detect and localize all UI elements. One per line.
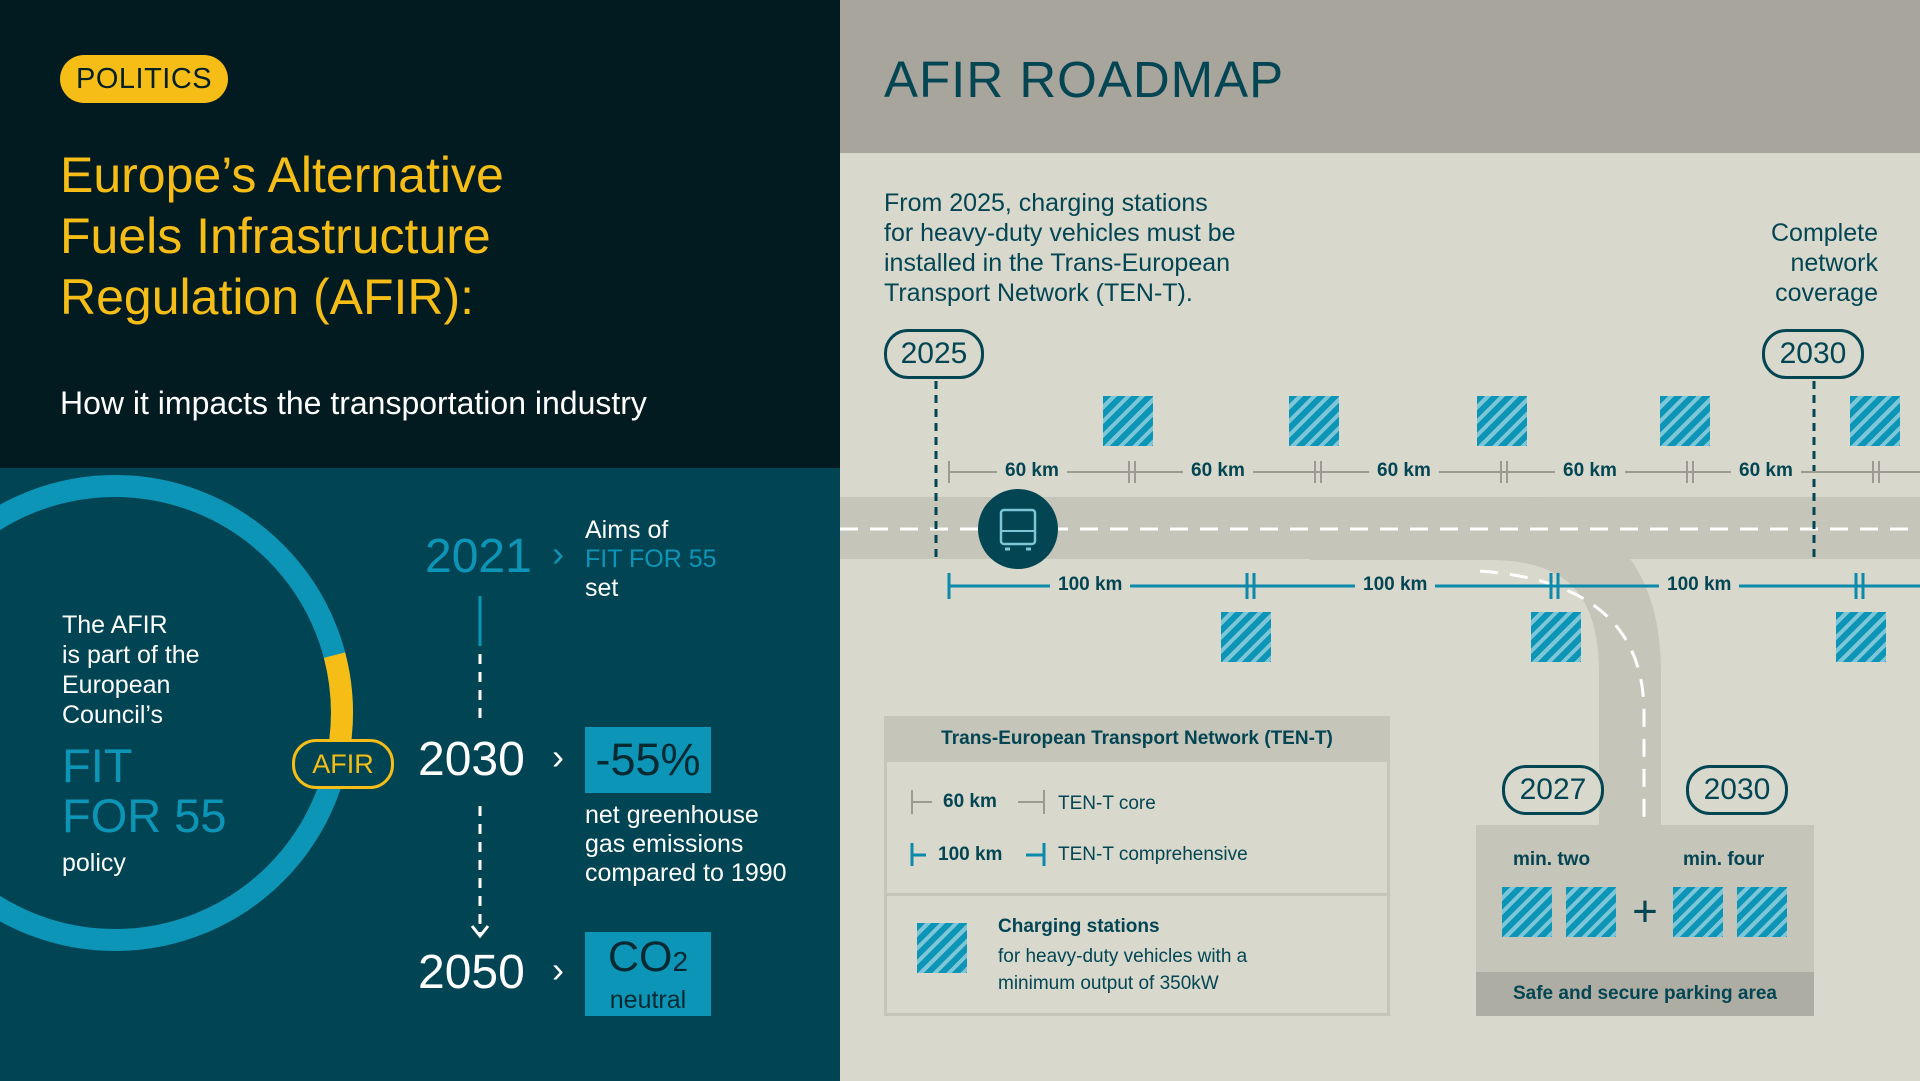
km-60-label: 60 km (997, 460, 1067, 482)
policy-label: policy (62, 849, 126, 877)
category-tag: POLITICS (60, 55, 229, 103)
year-2025-pill: 2025 (884, 329, 984, 379)
legend-comp-label: TEN-T comprehensive (1058, 844, 1248, 865)
page-subtitle: How it impacts the transportation indust… (60, 385, 647, 421)
charging-station (1289, 396, 1339, 446)
fit55-panel: The AFIR is part of the European Council… (0, 468, 840, 1081)
charging-station (1531, 612, 1581, 662)
charging-station (1737, 887, 1787, 937)
year-2027-pill: 2027 (1502, 765, 1604, 815)
charging-station (1660, 396, 1710, 446)
km-60-label: 60 km (1183, 460, 1253, 482)
chevron-right-icon: › (552, 949, 564, 990)
chevron-right-icon: › (552, 736, 564, 777)
reduction-badge: -55% (585, 727, 711, 793)
aims-text: Aims of FIT FOR 55 set (585, 516, 717, 602)
afir-badge: AFIR (292, 739, 394, 789)
km-60-label: 60 km (1731, 460, 1801, 482)
year-2030: 2030 (418, 733, 525, 786)
km-100-label: 100 km (1355, 574, 1436, 596)
charging-station (1673, 887, 1723, 937)
legend-charging-desc: for heavy-duty vehicles with a minimum o… (998, 946, 1248, 994)
km-60-label: 60 km (1369, 460, 1439, 482)
km-100-label: 100 km (1659, 574, 1740, 596)
page-title: Europe’s Alternative Fuels Infrastructur… (60, 147, 504, 325)
legend-divider (887, 893, 1387, 896)
parking-footer: Safe and secure parking area (1476, 972, 1814, 1016)
charging-station (1221, 612, 1271, 662)
charging-station (1566, 887, 1616, 937)
roadmap-title: AFIR ROADMAP (884, 51, 1285, 108)
charging-station (1836, 612, 1886, 662)
year-2050: 2050 (418, 946, 525, 999)
co2-neutral-badge: CO2 neutral (585, 932, 711, 1016)
year-2030-pill: 2030 (1762, 329, 1864, 379)
chevron-right-icon: › (552, 533, 564, 574)
legend-charging-title: Charging stations (998, 916, 1160, 937)
km-100-label: 100 km (1050, 574, 1131, 596)
legend-charging-station-icon (917, 923, 967, 973)
charging-station (1502, 887, 1552, 937)
ghg-text: net greenhouse gas emissions compared to… (585, 801, 787, 887)
year-2021: 2021 (425, 530, 532, 583)
year-2030-parking-pill: 2030 (1686, 765, 1788, 815)
km-60-label: 60 km (1555, 460, 1625, 482)
truck-icon (978, 489, 1058, 569)
coverage-text: Complete network coverage (1771, 219, 1878, 307)
roadmap-intro: From 2025, charging stations for heavy-d… (884, 189, 1236, 307)
fit55-label: FIT FOR 55 (62, 739, 227, 842)
legend-core-label: TEN-T core (1058, 793, 1156, 814)
road-graphic (840, 381, 1920, 825)
legend-title: Trans-European Transport Network (TEN-T) (884, 716, 1390, 762)
roadmap-header (840, 0, 1920, 153)
charging-station (1850, 396, 1900, 446)
timeline-connector (470, 596, 490, 939)
charging-station (1103, 396, 1153, 446)
circle-intro-text: The AFIR is part of the European Council… (62, 611, 200, 729)
intro-panel: POLITICS Europe’s Alternative Fuels Infr… (0, 0, 840, 468)
arrow-down-icon (470, 925, 490, 939)
legend-line-icons (910, 790, 1046, 866)
min-two-label: min. two (1513, 849, 1591, 870)
min-four-label: min. four (1683, 849, 1765, 870)
charging-station (1477, 396, 1527, 446)
legend-comp-km: 100 km (938, 844, 1003, 865)
legend-core-km: 60 km (943, 791, 997, 812)
plus-icon: + (1632, 887, 1658, 936)
